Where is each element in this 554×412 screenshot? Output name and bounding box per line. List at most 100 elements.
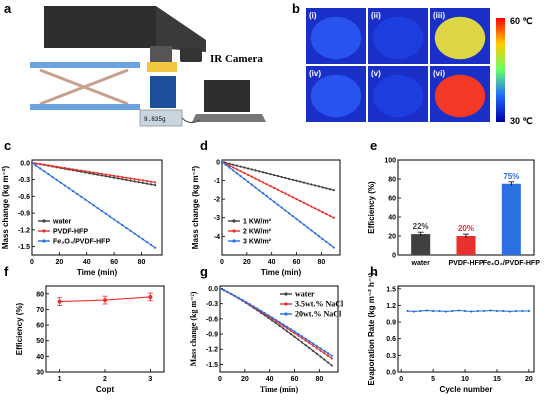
data-point xyxy=(306,182,309,185)
y-tick-label: -1.5 xyxy=(18,244,30,251)
data-point xyxy=(92,171,95,174)
data-point xyxy=(308,342,311,345)
data-point xyxy=(419,309,422,313)
data-point xyxy=(63,166,66,170)
data-point xyxy=(149,183,153,186)
x-tick-label: Fe₃O₄/PVDF-HFP xyxy=(483,260,540,267)
data-point xyxy=(302,181,306,184)
data-point xyxy=(489,309,492,312)
data-point xyxy=(67,187,71,190)
data-point xyxy=(239,170,242,173)
ir-tile-label: (v) xyxy=(371,69,381,78)
chart-h: h 0.0 0.3 0.6 0.9 1.2 1.5 0 5 10 15 20 Cycle number E… xyxy=(367,264,535,394)
x-tick-label: 5 xyxy=(431,376,435,383)
data-point xyxy=(237,296,240,300)
data-point xyxy=(457,309,460,312)
data-point xyxy=(43,170,46,173)
y-tick-label: -0.9 xyxy=(18,211,30,218)
data-point xyxy=(274,322,277,325)
x-tick-label: 60 xyxy=(110,259,118,266)
y-tick-label: 20 xyxy=(388,234,396,241)
ir-sample-spot xyxy=(372,16,424,60)
ir-tile-label: (i) xyxy=(309,11,317,20)
data-point xyxy=(326,361,330,364)
data-point xyxy=(243,166,246,169)
data-point xyxy=(149,180,153,183)
data-point xyxy=(230,292,233,295)
data-point xyxy=(113,218,116,221)
data-point xyxy=(96,206,99,210)
y-tick-label: -2 xyxy=(214,197,220,204)
data-point xyxy=(508,310,511,313)
data-point xyxy=(220,160,224,163)
legend-entry: 20wt.% NaCl xyxy=(295,310,342,319)
data-point xyxy=(299,199,302,203)
ir-sample-spot xyxy=(310,16,362,60)
beaker xyxy=(150,76,176,108)
data-point xyxy=(246,173,250,177)
data-point xyxy=(302,223,306,226)
data-point xyxy=(96,172,99,175)
data-point xyxy=(92,204,95,207)
data-point xyxy=(306,226,309,229)
data-point xyxy=(259,309,263,312)
data-point xyxy=(271,316,274,319)
laptop-base xyxy=(192,114,266,122)
data-point xyxy=(295,179,298,182)
data-point xyxy=(137,178,140,181)
bar-value-label: 75% xyxy=(503,172,519,181)
light-column xyxy=(150,46,172,62)
data-point xyxy=(117,175,120,178)
chart-panel-label: h xyxy=(370,264,378,279)
data-point xyxy=(254,177,257,180)
legend-entry: 1 KW/m² xyxy=(243,219,272,226)
data-point xyxy=(287,212,291,215)
data-point xyxy=(67,167,71,170)
data-point xyxy=(278,324,281,327)
data-point xyxy=(117,177,120,180)
data-point xyxy=(527,309,530,313)
chart-panel-label: f xyxy=(4,264,9,279)
data-point xyxy=(250,183,253,186)
data-point xyxy=(84,170,87,173)
data-point xyxy=(317,235,320,238)
data-point xyxy=(63,184,66,187)
data-point xyxy=(235,164,239,167)
chart-panel-label: d xyxy=(200,138,208,153)
data-point xyxy=(55,178,58,181)
data-point xyxy=(330,364,333,367)
data-point xyxy=(280,206,283,209)
legend-marker xyxy=(42,239,46,243)
y-tick-label: 80 xyxy=(36,291,44,298)
bar-value-label: 20% xyxy=(458,224,474,233)
lens xyxy=(147,62,177,72)
y-tick-label: 0.6 xyxy=(386,336,396,343)
y-tick-label: 0.9 xyxy=(386,320,396,327)
x-tick-label: 60 xyxy=(293,259,301,266)
data-point xyxy=(30,161,34,164)
chart-panel-label: e xyxy=(370,138,377,153)
data-point xyxy=(326,352,330,355)
data-point xyxy=(239,165,242,168)
data-point xyxy=(243,171,246,175)
y-tick-label: 70 xyxy=(36,307,44,314)
x-tick-label: 1 xyxy=(58,376,62,383)
data-point xyxy=(299,220,302,223)
data-point xyxy=(515,309,518,313)
data-point xyxy=(76,168,79,172)
y-tick-label: 40 xyxy=(388,215,396,222)
x-axis-label: Cycle number xyxy=(440,385,493,394)
data-point xyxy=(222,289,225,292)
data-point xyxy=(312,349,315,352)
data-point xyxy=(108,175,112,179)
x-tick-label: 10 xyxy=(461,376,469,383)
data-point xyxy=(43,163,46,166)
bar xyxy=(456,236,476,255)
data-point xyxy=(310,229,313,232)
data-point xyxy=(121,223,124,227)
chart-c: c 0.0 -0.3 -0.6 -0.9 -1.2 -1.5 0 20 40 60 80 Time (m… xyxy=(1,138,163,277)
data-point xyxy=(285,325,289,328)
data-point xyxy=(269,173,272,176)
data-point xyxy=(154,246,157,249)
data-point xyxy=(55,165,58,168)
